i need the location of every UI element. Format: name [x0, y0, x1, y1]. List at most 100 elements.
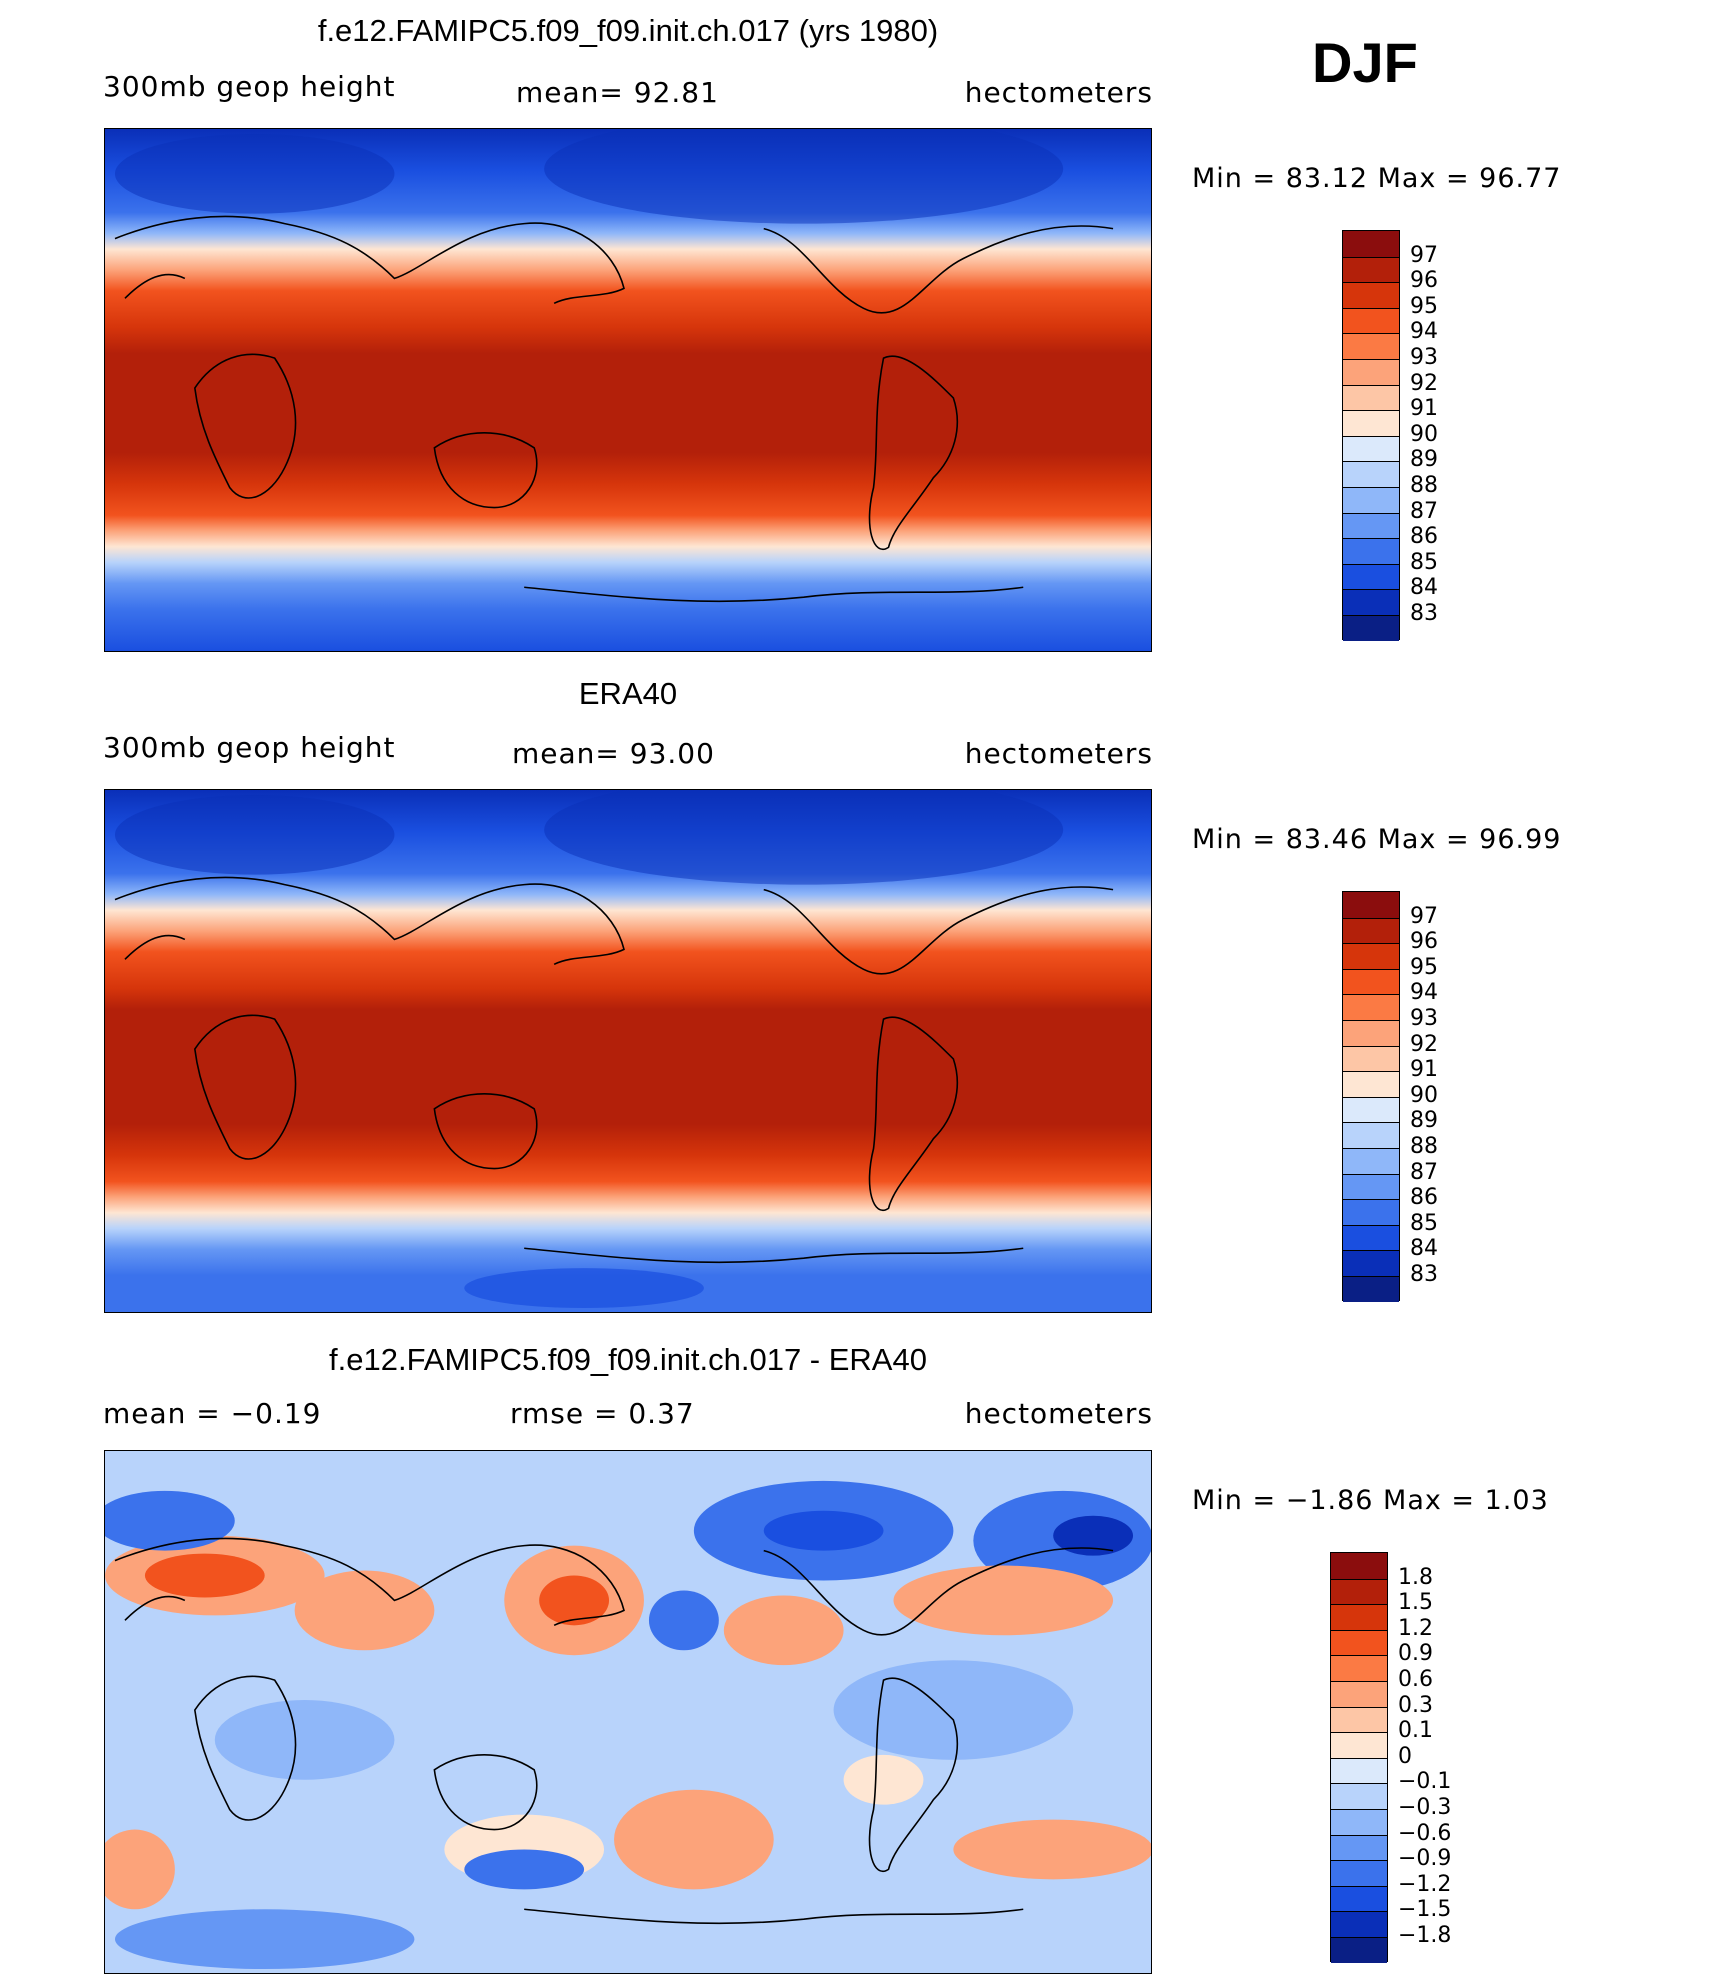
colorbar-label: 87 — [1410, 1159, 1438, 1185]
panel-2-variable-label: 300mb geop height — [103, 731, 396, 764]
colorbar-label: 86 — [1410, 524, 1438, 550]
panel-3-min-max: Min = −1.86 Max = 1.03 — [1192, 1485, 1549, 1516]
colorbar-label: 83 — [1410, 601, 1438, 626]
colorbar-segment — [1343, 1020, 1399, 1046]
panel-2-mean-label: mean= 93.00 — [512, 737, 715, 770]
colorbar-label: 85 — [1410, 549, 1438, 575]
colorbar-box — [1342, 230, 1400, 641]
panel-1-title: f.e12.FAMIPC5.f09_f09.init.ch.017 (yrs 1… — [317, 13, 939, 48]
colorbar-segment — [1343, 282, 1399, 308]
colorbar-label: −1.2 — [1398, 1871, 1452, 1897]
colorbar-label: 1.5 — [1398, 1590, 1433, 1616]
colorbar-segment — [1343, 435, 1399, 462]
colorbar-label: 94 — [1410, 980, 1438, 1006]
panel-2-feature — [464, 1268, 704, 1309]
colorbar-label: 1.8 — [1398, 1564, 1433, 1590]
colorbar-label: 96 — [1410, 929, 1438, 955]
colorbar-label: 92 — [1410, 370, 1438, 396]
colorbar-segment — [1343, 917, 1399, 944]
colorbar-label: 0.3 — [1398, 1692, 1433, 1718]
colorbar-label: 93 — [1410, 1006, 1438, 1031]
panel-3-mean-label: mean = −0.19 — [103, 1397, 322, 1430]
colorbar-box — [1330, 1552, 1388, 1963]
colorbar-label: 85 — [1410, 1210, 1438, 1236]
colorbar-label: 97 — [1410, 903, 1438, 929]
colorbar-label: 90 — [1410, 421, 1438, 447]
colorbar-label: 88 — [1410, 473, 1438, 498]
colorbar-label: 84 — [1410, 1236, 1438, 1262]
colorbar-label: 86 — [1410, 1185, 1438, 1211]
panel-1-mean-label: mean= 92.81 — [516, 76, 719, 109]
colorbar-label: 0.9 — [1398, 1641, 1433, 1667]
colorbar-segment — [1331, 1732, 1387, 1758]
colorbar-label: 89 — [1410, 447, 1438, 473]
colorbar-segment — [1331, 1757, 1387, 1784]
panel-1-field — [105, 129, 1151, 651]
colorbar-segment — [1343, 512, 1399, 539]
colorbar-label: −0.3 — [1398, 1795, 1452, 1820]
colorbar-segment — [1343, 1122, 1399, 1148]
colorbar-label: 91 — [1410, 1057, 1438, 1083]
panel-2-min-max: Min = 83.46 Max = 96.99 — [1192, 824, 1562, 855]
colorbar-label: 0 — [1398, 1743, 1412, 1769]
panel-2-units-label: hectometers — [964, 737, 1153, 770]
colorbar-label: −1.8 — [1398, 1923, 1452, 1948]
colorbar-segment — [1331, 1860, 1387, 1886]
colorbar-label: 89 — [1410, 1108, 1438, 1134]
colorbar-label: −0.9 — [1398, 1846, 1452, 1872]
colorbar-label: 84 — [1410, 575, 1438, 601]
colorbar-segment — [1331, 1681, 1387, 1707]
panel-1-min-max: Min = 83.12 Max = 96.77 — [1192, 163, 1562, 194]
colorbar-segment — [1331, 1604, 1387, 1630]
panel-1-feature — [544, 129, 1064, 224]
colorbar-label: 96 — [1410, 268, 1438, 294]
colorbar-segment — [1343, 994, 1399, 1020]
colorbar-segment — [1331, 1706, 1387, 1733]
panel-2-coastlines — [114, 876, 1114, 1264]
colorbar-segment — [1331, 1885, 1387, 1912]
colorbar-box — [1342, 891, 1400, 1302]
panel-3-coastlines — [114, 1537, 1114, 1925]
colorbar-label: 91 — [1410, 396, 1438, 422]
colorbar-label: 88 — [1410, 1134, 1438, 1159]
colorbar-label: −1.5 — [1398, 1897, 1452, 1923]
colorbar-segment — [1343, 1250, 1399, 1276]
colorbar-segment — [1343, 1199, 1399, 1225]
colorbar-segment — [1343, 256, 1399, 283]
panel-2-title: ERA40 — [578, 676, 678, 711]
colorbar-segment — [1343, 892, 1399, 918]
panel-3-title: f.e12.FAMIPC5.f09_f09.init.ch.017 - ERA4… — [329, 1342, 927, 1377]
colorbar-segment — [1343, 1224, 1399, 1251]
panel-3-anomalies — [105, 1480, 1151, 1970]
colorbar-label: 92 — [1410, 1031, 1438, 1057]
colorbar-label: 83 — [1410, 1262, 1438, 1287]
colorbar-segment — [1343, 487, 1399, 513]
panel-1-units-label: hectometers — [964, 76, 1153, 109]
colorbar-segment — [1343, 943, 1399, 969]
colorbar-segment — [1343, 1071, 1399, 1097]
colorbar-segment — [1331, 1578, 1387, 1605]
colorbar-segment — [1343, 307, 1399, 334]
panel-3-rmse-label: rmse = 0.37 — [510, 1397, 695, 1430]
colorbar-segment — [1331, 1937, 1387, 1963]
colorbar-segment — [1331, 1911, 1387, 1937]
panel-1-coastlines — [114, 215, 1114, 603]
colorbar-segment — [1343, 538, 1399, 564]
panel-3-units-label: hectometers — [964, 1397, 1153, 1430]
colorbar-label: −0.1 — [1398, 1769, 1452, 1795]
colorbar-label: 94 — [1410, 319, 1438, 345]
colorbar-label: 0.6 — [1398, 1667, 1433, 1692]
colorbar-segment — [1343, 589, 1399, 615]
colorbar-segment — [1343, 359, 1399, 385]
colorbar-segment — [1343, 1173, 1399, 1200]
colorbar-segment — [1331, 1834, 1387, 1861]
colorbar-segment — [1343, 1148, 1399, 1174]
colorbar-segment — [1343, 384, 1399, 411]
colorbar-label: −0.6 — [1398, 1820, 1452, 1846]
colorbar-label: 0.1 — [1398, 1718, 1433, 1744]
colorbar-segment — [1343, 1276, 1399, 1302]
panel-3-map — [104, 1450, 1152, 1974]
colorbar-segment — [1343, 1096, 1399, 1123]
panel-2-feature — [114, 794, 395, 875]
colorbar-segment — [1331, 1783, 1387, 1809]
